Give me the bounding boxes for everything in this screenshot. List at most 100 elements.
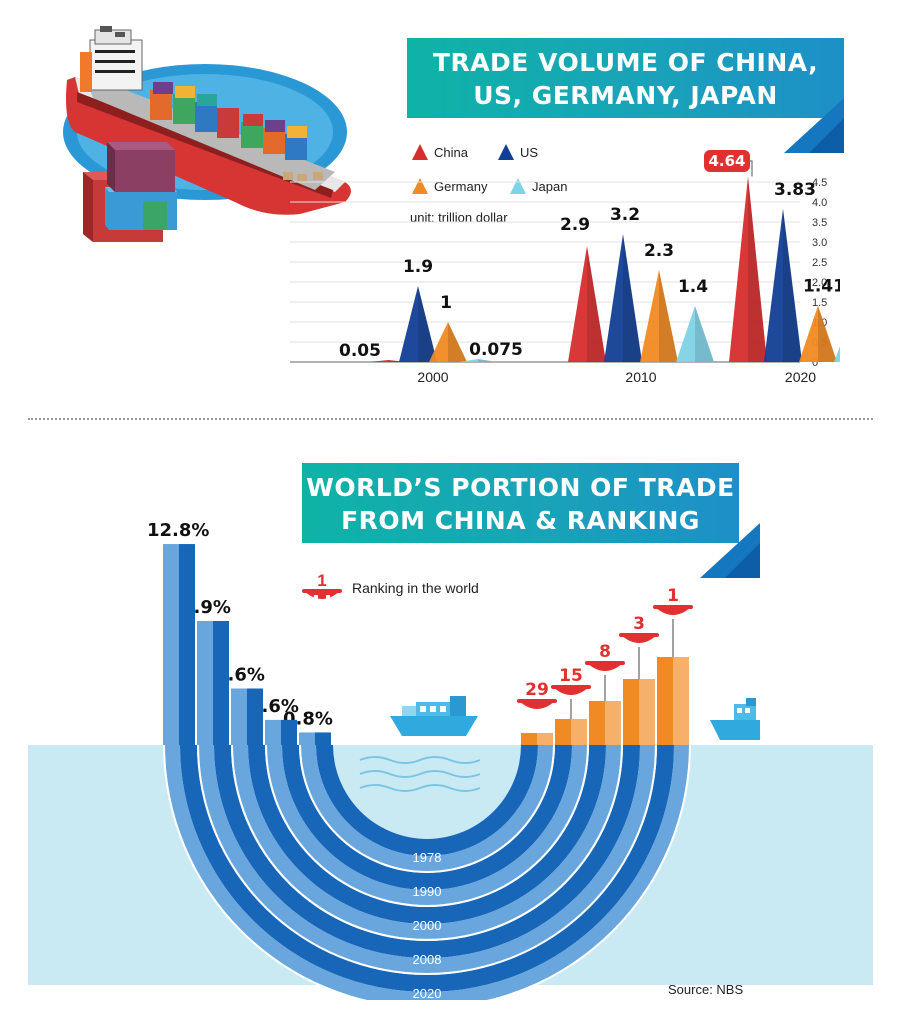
bottom-title-line1: WORLD’S PORTION OF TRADE <box>306 473 735 502</box>
ranking-bar-2000: 8 <box>585 642 625 745</box>
ranking-bar-2008: 3 <box>619 614 659 745</box>
cargo-ship-illustration <box>63 26 351 242</box>
x-category-label: 2020 <box>785 369 816 385</box>
triangle-shade <box>748 176 767 362</box>
share-bar-light <box>197 620 213 745</box>
ring-band-dark <box>282 745 572 890</box>
data-label: 2.9 <box>560 215 590 235</box>
category-group-2000: 0.05 1.9 1 0.075 <box>339 257 523 362</box>
top-title-banner: TRADE VOLUME OF CHINA, US, GERMANY, JAPA… <box>407 38 844 118</box>
wave-line <box>359 756 481 764</box>
source-label: Source: NBS <box>668 982 744 997</box>
highlight-callout-line <box>750 160 753 177</box>
data-label: 1.41 <box>803 277 840 297</box>
x-category-label: 2000 <box>417 369 448 385</box>
share-bar-dark <box>247 688 263 745</box>
bottom-banner-corner <box>700 523 760 578</box>
triangle-china-2020 <box>729 176 767 362</box>
lifebuoy-rim <box>551 685 591 689</box>
category-group-2010: 2.9 3.22.31.4 <box>560 205 714 362</box>
share-bar-light <box>299 732 315 745</box>
y-tick-label: 0 <box>812 357 818 369</box>
y-tick-label: 1.5 <box>812 297 827 309</box>
triangle-us-2010 <box>604 234 642 362</box>
top-banner-corner <box>784 98 844 153</box>
x-category-label: 2010 <box>625 369 656 385</box>
triangle-us-2020 <box>764 208 802 362</box>
data-label: 0.075 <box>469 340 523 360</box>
y-tick-label: 4.5 <box>812 177 827 189</box>
ranking-legend-label: Ranking in the world <box>352 580 479 596</box>
legend-china: China <box>412 144 468 160</box>
ranking-label: 1 <box>667 586 679 606</box>
share-bar-dark <box>315 732 331 745</box>
ranking-bar-highlight <box>571 719 587 745</box>
data-label: 1.25 <box>838 283 840 303</box>
triangle-shade <box>448 322 467 362</box>
top-title-line1: TRADE VOLUME OF CHINA, <box>432 48 819 77</box>
category-group-2020: 4.64 3.83 1.411.25 <box>704 150 840 362</box>
legend-china-label: China <box>434 144 468 160</box>
share-bar-2008 <box>197 620 229 745</box>
triangle-shade <box>478 359 497 362</box>
data-label: 0.05 <box>339 341 381 361</box>
ring-band-dark <box>316 745 538 856</box>
share-label: 12.8% <box>147 520 209 541</box>
small-ship-right-icon <box>710 698 760 740</box>
triangle-japan-2000 <box>459 359 497 362</box>
ring-1990 <box>265 745 589 907</box>
share-bar-2020 <box>163 544 195 745</box>
y-tick-label: 3.0 <box>812 237 827 249</box>
triangle-japan-2020 <box>834 346 840 362</box>
data-label: 1.9 <box>403 257 433 277</box>
ranking-bar-1990: 15 <box>551 666 591 745</box>
share-bar-light <box>265 719 281 745</box>
share-bar-dark <box>179 544 195 745</box>
data-label: 1.4 <box>678 277 708 297</box>
y-tick-label: 4.0 <box>812 197 827 209</box>
germany-triangle-icon <box>412 178 428 194</box>
triangle-germany-2000 <box>429 322 467 362</box>
triangle-shade <box>695 306 714 362</box>
triangle-shade <box>587 246 606 362</box>
triangle-china-2000 <box>369 360 407 362</box>
bottom-title-banner: WORLD’S PORTION OF TRADE FROM CHINA & RA… <box>302 463 739 543</box>
y-tick-label: 2.5 <box>812 257 827 269</box>
lifebuoy-rim <box>517 699 557 703</box>
wave-lines <box>359 756 481 792</box>
ring-year-label: 1990 <box>413 884 442 899</box>
share-bar-dark <box>213 620 229 745</box>
triangle-shade <box>783 208 802 362</box>
ranking-bar-highlight <box>673 657 689 745</box>
lifebuoy-rim <box>653 605 693 609</box>
share-bar-1978 <box>299 732 331 745</box>
ranking-label: 29 <box>525 680 549 700</box>
share-bar-dark <box>281 719 297 745</box>
ranking-bar-2020: 1 <box>653 586 693 745</box>
lifebuoy-rim <box>585 661 625 665</box>
ring-year-label: 2020 <box>413 986 442 1000</box>
triangle-shade <box>623 234 642 362</box>
bottom-title-line2: FROM CHINA & RANKING <box>341 506 700 535</box>
section-divider <box>28 418 873 420</box>
data-label-highlight: 4.64 <box>708 152 745 170</box>
triangle-shade <box>818 305 837 362</box>
unit-label: unit: trillion dollar <box>410 210 508 225</box>
ranking-label: 8 <box>599 642 611 662</box>
small-ship-icon <box>390 696 478 736</box>
ranking-legend-value: 1 <box>317 571 327 590</box>
ranking-bar-highlight <box>639 679 655 745</box>
legend-us: US <box>498 144 538 160</box>
ranking-bar-highlight <box>537 733 553 745</box>
ring-year-label: 1978 <box>413 850 442 865</box>
data-label: 3.2 <box>610 205 640 225</box>
share-bar-light <box>163 544 179 745</box>
share-bar-light <box>231 688 247 745</box>
legend-us-label: US <box>520 144 539 160</box>
ring-year-label: 2008 <box>413 952 442 967</box>
data-label: 3.83 <box>774 180 816 200</box>
trade-volume-chart: 00.51.01.52.02.53.03.54.04.50.051.910.07… <box>290 150 840 385</box>
share-bar-2000 <box>231 688 263 745</box>
ranking-legend-lifebuoy-icon <box>302 589 342 600</box>
